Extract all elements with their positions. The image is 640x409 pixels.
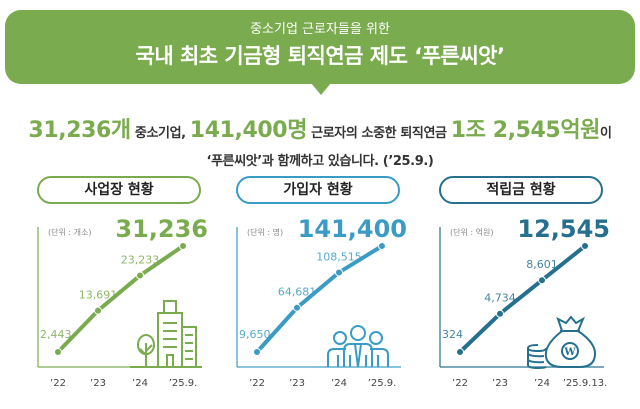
- data-label: 64,681: [278, 286, 317, 299]
- chart-members: (단위 : 명) 141,400 9,650 64,681 108,515 ’22 ’23 ’…: [236, 215, 407, 389]
- x-tick-label: ’23: [90, 378, 106, 389]
- summary-amount: 1조 2,545억원: [450, 118, 601, 143]
- summary-text-2: 근로자의 소중한 퇴직연금: [307, 126, 451, 141]
- x-tick-label: ’22: [249, 378, 265, 389]
- data-point: [179, 242, 187, 250]
- data-label: 4,734: [484, 292, 516, 305]
- x-tick-label: ’24: [331, 378, 347, 389]
- data-label: 8,601: [526, 258, 558, 271]
- people-icon: [327, 325, 389, 368]
- highlight-value: 12,545: [517, 215, 610, 243]
- data-point: [293, 303, 301, 312]
- data-point: [538, 276, 546, 285]
- won-symbol: W: [563, 347, 576, 358]
- x-tick-label: ’22: [452, 378, 468, 389]
- data-label: 13,691: [79, 289, 118, 302]
- x-tick-label: ’23: [289, 378, 305, 389]
- series-line: [56, 244, 185, 354]
- data-label: 2,443: [40, 328, 72, 341]
- data-point: [94, 306, 102, 315]
- data-point: [581, 242, 589, 250]
- data-point: [253, 348, 261, 356]
- banner-pointer: [311, 83, 331, 95]
- x-tick-label: ’23: [492, 378, 508, 389]
- x-tick-label: ’25.9.: [368, 378, 397, 389]
- x-tick-label: ’24: [132, 378, 148, 389]
- header-banner: 중소기업 근로자들을 위한 국내 최초 기금형 퇴직연금 제도 ‘푸른씨앗’: [5, 10, 635, 84]
- summary-line: 31,236개 중소기업, 141,400명 근로자의 소중한 퇴직연금 1조 …: [0, 112, 640, 144]
- data-point: [456, 348, 464, 356]
- summary-text-1: 중소기업,: [130, 126, 190, 141]
- x-tick-label: ’22: [50, 378, 66, 389]
- x-tick-label: ’25.9.: [169, 378, 198, 389]
- data-point: [378, 242, 386, 250]
- unit-label: (단위 : 억원): [450, 227, 493, 237]
- summary-workers: 141,400명: [189, 118, 308, 143]
- data-point: [136, 271, 144, 280]
- chart-workplaces: (단위 : 개소) 31,236 2,443 13,691 23,233 ’22 ’23 ’2…: [37, 215, 208, 389]
- data-point: [54, 348, 62, 356]
- summary-line-2: ‘푸른씨앗’과 함께하고 있습니다. (’25.9.): [206, 154, 434, 169]
- x-tick-label: ’24: [534, 378, 550, 389]
- chart-title-members: 가입자 현황: [236, 176, 400, 204]
- data-label: 324: [442, 328, 463, 341]
- series-line: [255, 244, 384, 354]
- unit-label: (단위 : 개소): [48, 227, 91, 237]
- summary-text-3: 이: [600, 126, 612, 141]
- data-label: 23,233: [121, 253, 160, 266]
- data-label: 9,650: [239, 328, 271, 341]
- series-line: [458, 244, 587, 354]
- x-tick-label: ’25.9.13.: [563, 378, 608, 389]
- data-point: [496, 309, 504, 318]
- header-title: 국내 최초 기금형 퇴직연금 제도 ‘푸른씨앗’: [135, 44, 505, 68]
- data-label: 108,515: [316, 250, 362, 263]
- chart-title-workplaces: 사업장 현황: [37, 176, 201, 204]
- money-bag-icon: [526, 315, 597, 370]
- header-subtitle: 중소기업 근로자들을 위한: [250, 22, 390, 37]
- summary-companies: 31,236개: [28, 118, 131, 143]
- highlight-value: 31,236: [115, 215, 208, 243]
- buildings-tree-icon: [130, 300, 202, 368]
- highlight-value: 141,400: [298, 215, 407, 243]
- chart-title-reserves: 적립금 현황: [439, 176, 603, 204]
- data-point: [335, 268, 343, 277]
- chart-reserves: (단위 : 억원) 12,545 W 324 4,734 8,601 ’22 ’23 ’24 ’2…: [439, 215, 610, 389]
- unit-label: (단위 : 명): [247, 227, 283, 237]
